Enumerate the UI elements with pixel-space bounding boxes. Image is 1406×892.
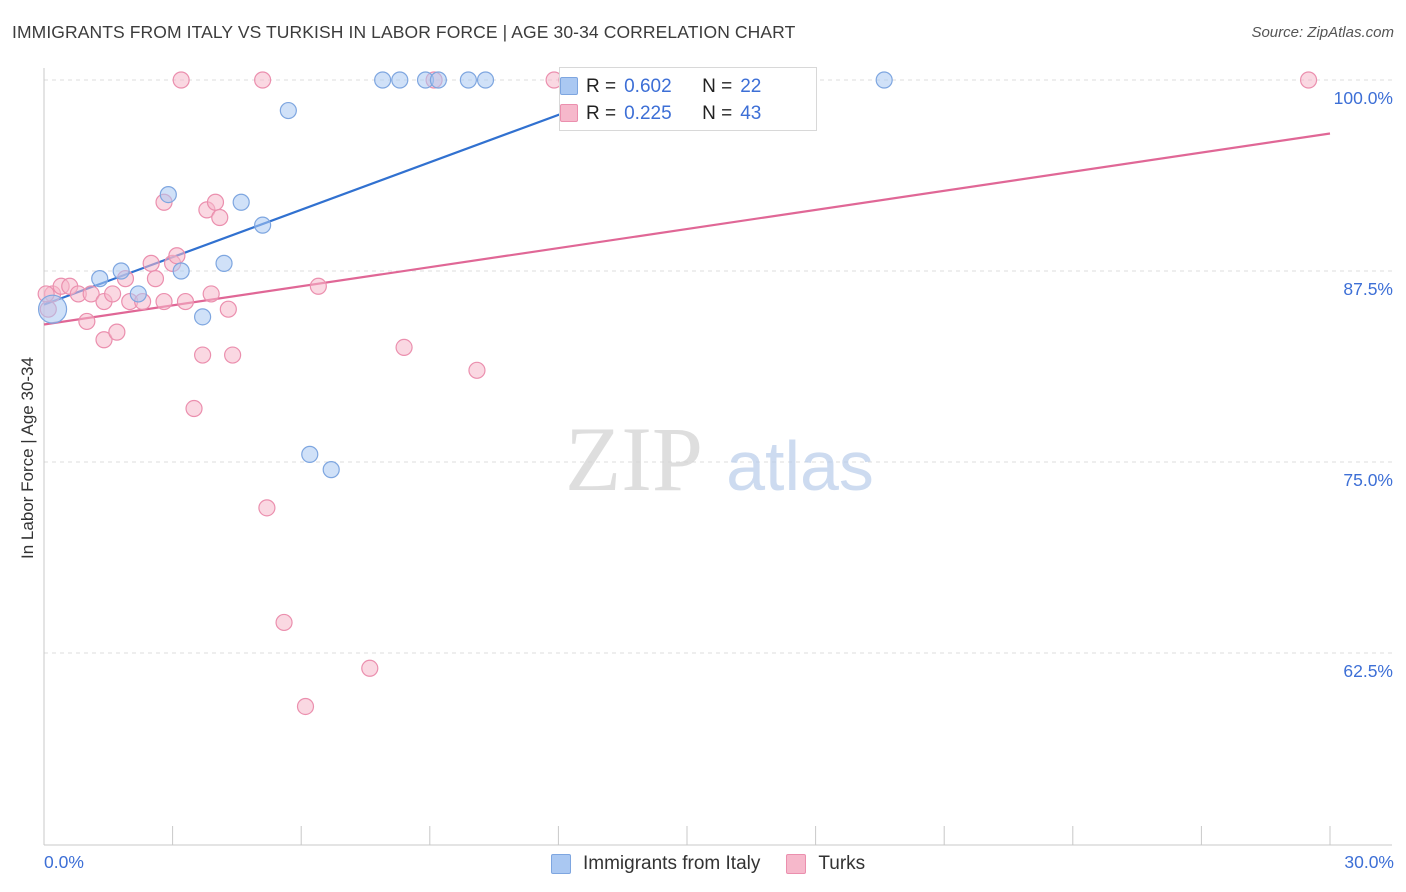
turks-legend-label: Turks	[818, 853, 866, 874]
turks-point-41	[1299, 71, 1318, 89]
watermark-atlas: atlas	[726, 427, 874, 505]
italy-swatch	[560, 77, 578, 95]
turks-point-30	[254, 71, 272, 89]
y-tick-label-1: 75.0%	[1343, 470, 1393, 490]
legend-row-italy: R = 0.602 N = 22	[560, 75, 762, 99]
watermark-zip: ZIP	[565, 408, 703, 510]
turks-point-25	[202, 285, 220, 303]
x-tick-label-max: 30.0%	[1344, 852, 1394, 872]
correlation-legend: R = 0.602 N = 22 R = 0.225 N = 43	[559, 67, 817, 131]
turks-point-20	[176, 292, 195, 311]
italy-point-12	[322, 461, 340, 479]
italy-point-11	[301, 445, 319, 463]
series-legend: Immigrants from Italy Turks	[551, 852, 891, 876]
turks-point-31	[258, 499, 276, 517]
turks-trend-line	[43, 132, 1331, 326]
italy-point-8	[232, 193, 250, 211]
italy-point-6	[194, 308, 212, 326]
turks-n-label: N =	[702, 103, 733, 124]
italy-point-9	[254, 216, 272, 234]
turks-point-27	[211, 208, 229, 227]
turks-point-22	[185, 399, 203, 418]
y-tick-label-3: 100.0%	[1334, 88, 1393, 108]
axis-layer	[43, 68, 1392, 846]
grid-layer	[44, 79, 1392, 654]
y-tick-labels: 62.5% 75.0% 87.5% 100.0%	[1334, 88, 1393, 681]
turks-point-8	[95, 331, 113, 349]
turks-point-10	[108, 323, 126, 341]
turks-point-35	[361, 659, 379, 677]
turks-point-36	[395, 338, 413, 356]
italy-point-2	[112, 262, 130, 280]
italy-n-value: 22	[740, 76, 762, 97]
turks-point-32	[275, 613, 293, 632]
turks-point-23	[194, 346, 212, 364]
italy-point-5	[172, 262, 190, 280]
italy-point-7	[215, 254, 233, 272]
turks-point-14	[142, 254, 160, 272]
legend-row-turks: R = 0.225 N = 43	[560, 102, 762, 126]
legend-item-italy[interactable]: Immigrants from Italy	[551, 853, 760, 875]
italy-r-value: 0.602	[624, 76, 672, 97]
turks-point-19	[168, 247, 186, 265]
turks-points	[37, 71, 1318, 716]
legend-item-turks[interactable]: Turks	[786, 853, 865, 875]
italy-point-21	[875, 71, 893, 89]
turks-swatch	[560, 104, 578, 122]
turks-point-38	[468, 361, 486, 379]
turks-point-34	[309, 277, 327, 295]
turks-point-6	[82, 285, 100, 303]
turks-r-value: 0.225	[624, 103, 672, 124]
italy-legend-swatch	[551, 854, 571, 874]
italy-point-0	[37, 294, 68, 324]
y-tick-label-0: 62.5%	[1343, 661, 1393, 681]
turks-point-9	[103, 285, 122, 303]
turks-legend-swatch	[786, 854, 807, 874]
y-axis-label: In Labor Force | Age 30-34	[18, 357, 37, 559]
turks-r-label: R =	[586, 103, 617, 124]
turks-point-28	[219, 300, 237, 318]
x-tick-label-min: 0.0%	[44, 852, 84, 872]
chart-source: Source: ZipAtlas.com	[1251, 24, 1394, 41]
italy-point-14	[391, 71, 409, 89]
italy-legend-label: Immigrants from Italy	[583, 853, 761, 874]
italy-n-label: N =	[702, 76, 733, 97]
turks-point-29	[224, 346, 242, 364]
italy-point-13	[374, 71, 392, 89]
turks-point-33	[296, 697, 315, 716]
italy-point-10	[279, 101, 297, 120]
turks-point-15	[146, 270, 165, 288]
italy-point-18	[476, 71, 495, 89]
turks-point-5	[78, 312, 96, 331]
y-tick-label-2: 87.5%	[1343, 279, 1393, 299]
watermark: ZIP atlas	[565, 408, 874, 510]
italy-point-16	[429, 71, 447, 89]
italy-point-1	[91, 270, 109, 288]
italy-point-3	[129, 285, 147, 303]
italy-r-label: R =	[586, 76, 617, 97]
italy-point-4	[159, 186, 177, 204]
turks-point-17	[155, 292, 173, 311]
turks-point-21	[172, 71, 190, 89]
italy-point-17	[459, 71, 477, 89]
chart-title: IMMIGRANTS FROM ITALY VS TURKISH IN LABO…	[12, 22, 796, 42]
turks-n-value: 43	[740, 103, 762, 124]
italy-points	[37, 71, 893, 479]
turks-point-26	[206, 193, 225, 211]
